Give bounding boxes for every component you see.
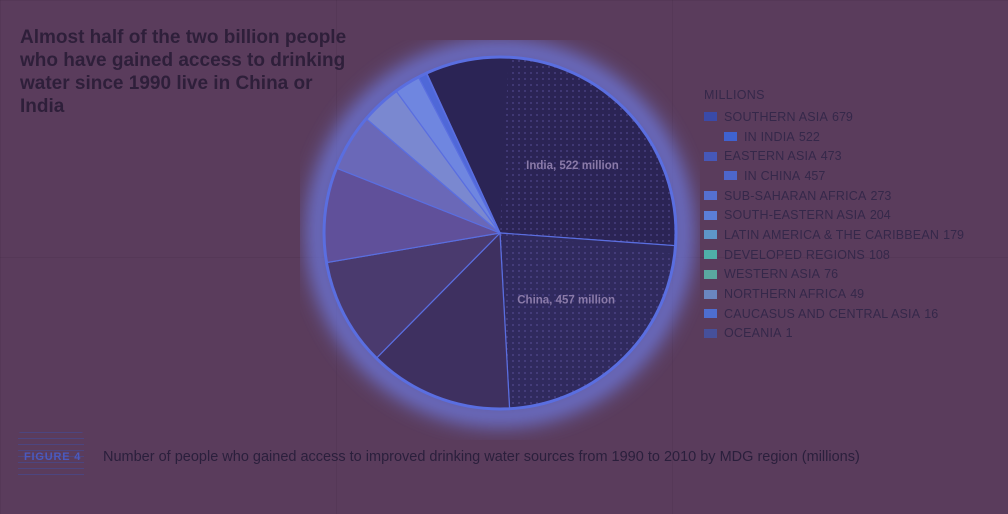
pie-subslice-in-china	[500, 233, 674, 408]
legend-label: SOUTH-EASTERN ASIA	[724, 208, 866, 223]
legend-item-southern-asia: SOUTHERN ASIA 679	[704, 107, 964, 127]
legend-label: DEVELOPED REGIONS	[724, 247, 865, 262]
legend-label: EASTERN ASIA	[724, 149, 817, 164]
legend-swatch	[704, 328, 717, 338]
legend-label: LATIN AMERICA & THE CARIBBEAN	[724, 227, 940, 242]
legend-value: 108	[868, 247, 890, 262]
legend-item-south-eastern-asia: SOUTH-EASTERN ASIA 204	[704, 205, 964, 225]
figure-label: FIGURE 4	[24, 451, 82, 463]
legend-value: 1	[785, 326, 793, 341]
legend-item-in-china: IN CHINA 457	[704, 166, 964, 186]
legend-value: 679	[832, 109, 853, 124]
legend-swatch	[704, 230, 717, 240]
legend-swatch	[724, 171, 737, 181]
legend-value: 522	[798, 129, 820, 144]
pie-glow	[307, 40, 693, 426]
pie-label-in-china: China, 457 million	[517, 295, 615, 307]
pie-subslice-in-india	[500, 58, 675, 246]
legend-value: 473	[820, 149, 842, 164]
legend-value: 16	[924, 306, 939, 321]
legend-value: 457	[804, 168, 826, 183]
pie-outline	[322, 55, 678, 411]
legend-swatch	[704, 210, 717, 220]
headline: Almost half of the two billion people wh…	[20, 27, 347, 117]
legend-swatch	[704, 289, 717, 299]
legend-unit-label: MILLIONS	[704, 88, 765, 102]
pie-chart-area: India, 522 million China, 457 million	[300, 40, 700, 440]
figure-badge	[18, 432, 84, 480]
legend-label: IN INDIA	[744, 129, 795, 144]
legend: MILLIONS SOUTHERN ASIA 679 IN INDIA 522 EAST…	[704, 88, 964, 343]
legend-item-oceania: OCEANIA 1	[704, 324, 964, 344]
legend-item-developed-regions: DEVELOPED REGIONS 108	[704, 245, 964, 265]
legend-value: 76	[824, 267, 839, 282]
legend-item-northern-africa: NORTHERN AFRICA 49	[704, 284, 964, 304]
legend-swatch	[704, 151, 717, 161]
legend-swatch	[704, 112, 717, 122]
pie-chart: India, 522 million China, 457 million	[307, 40, 693, 426]
legend-value: 49	[850, 287, 865, 302]
figure-caption: Number of people who gained access to im…	[103, 449, 860, 465]
legend-item-latin-america-the-caribbean: LATIN AMERICA & THE CARIBBEAN 179	[704, 225, 964, 245]
legend-swatch	[704, 250, 717, 260]
legend-item-eastern-asia: EASTERN ASIA 473	[704, 146, 964, 166]
legend-item-western-asia: WESTERN ASIA 76	[704, 265, 964, 285]
legend-item-caucasus-and-central-asia: CAUCASUS AND CENTRAL ASIA 16	[704, 304, 964, 324]
legend-swatch	[704, 191, 717, 201]
legend-swatch	[704, 269, 717, 279]
legend-value: 204	[869, 208, 891, 223]
legend-label: NORTHERN AFRICA	[724, 287, 847, 302]
legend-value: 273	[870, 188, 892, 203]
legend-label: CAUCASUS AND CENTRAL ASIA	[724, 306, 921, 321]
legend-label: WESTERN ASIA	[724, 267, 821, 282]
legend-swatch	[704, 309, 717, 319]
legend-item-in-india: IN INDIA 522	[704, 127, 964, 147]
legend-label: SUB-SAHARAN AFRICA	[724, 188, 867, 203]
legend-label: SOUTHERN ASIA	[724, 109, 829, 124]
legend-item-sub-saharan-africa: SUB-SAHARAN AFRICA 273	[704, 186, 964, 206]
legend-label: IN CHINA	[744, 168, 801, 183]
legend-swatch	[724, 132, 737, 142]
legend-value: 179	[943, 227, 964, 242]
caption-area: FIGURE 4 Number of people who gained acc…	[0, 420, 1008, 500]
pie-label-in-india: India, 522 million	[526, 160, 619, 172]
legend-label: OCEANIA	[724, 326, 782, 341]
